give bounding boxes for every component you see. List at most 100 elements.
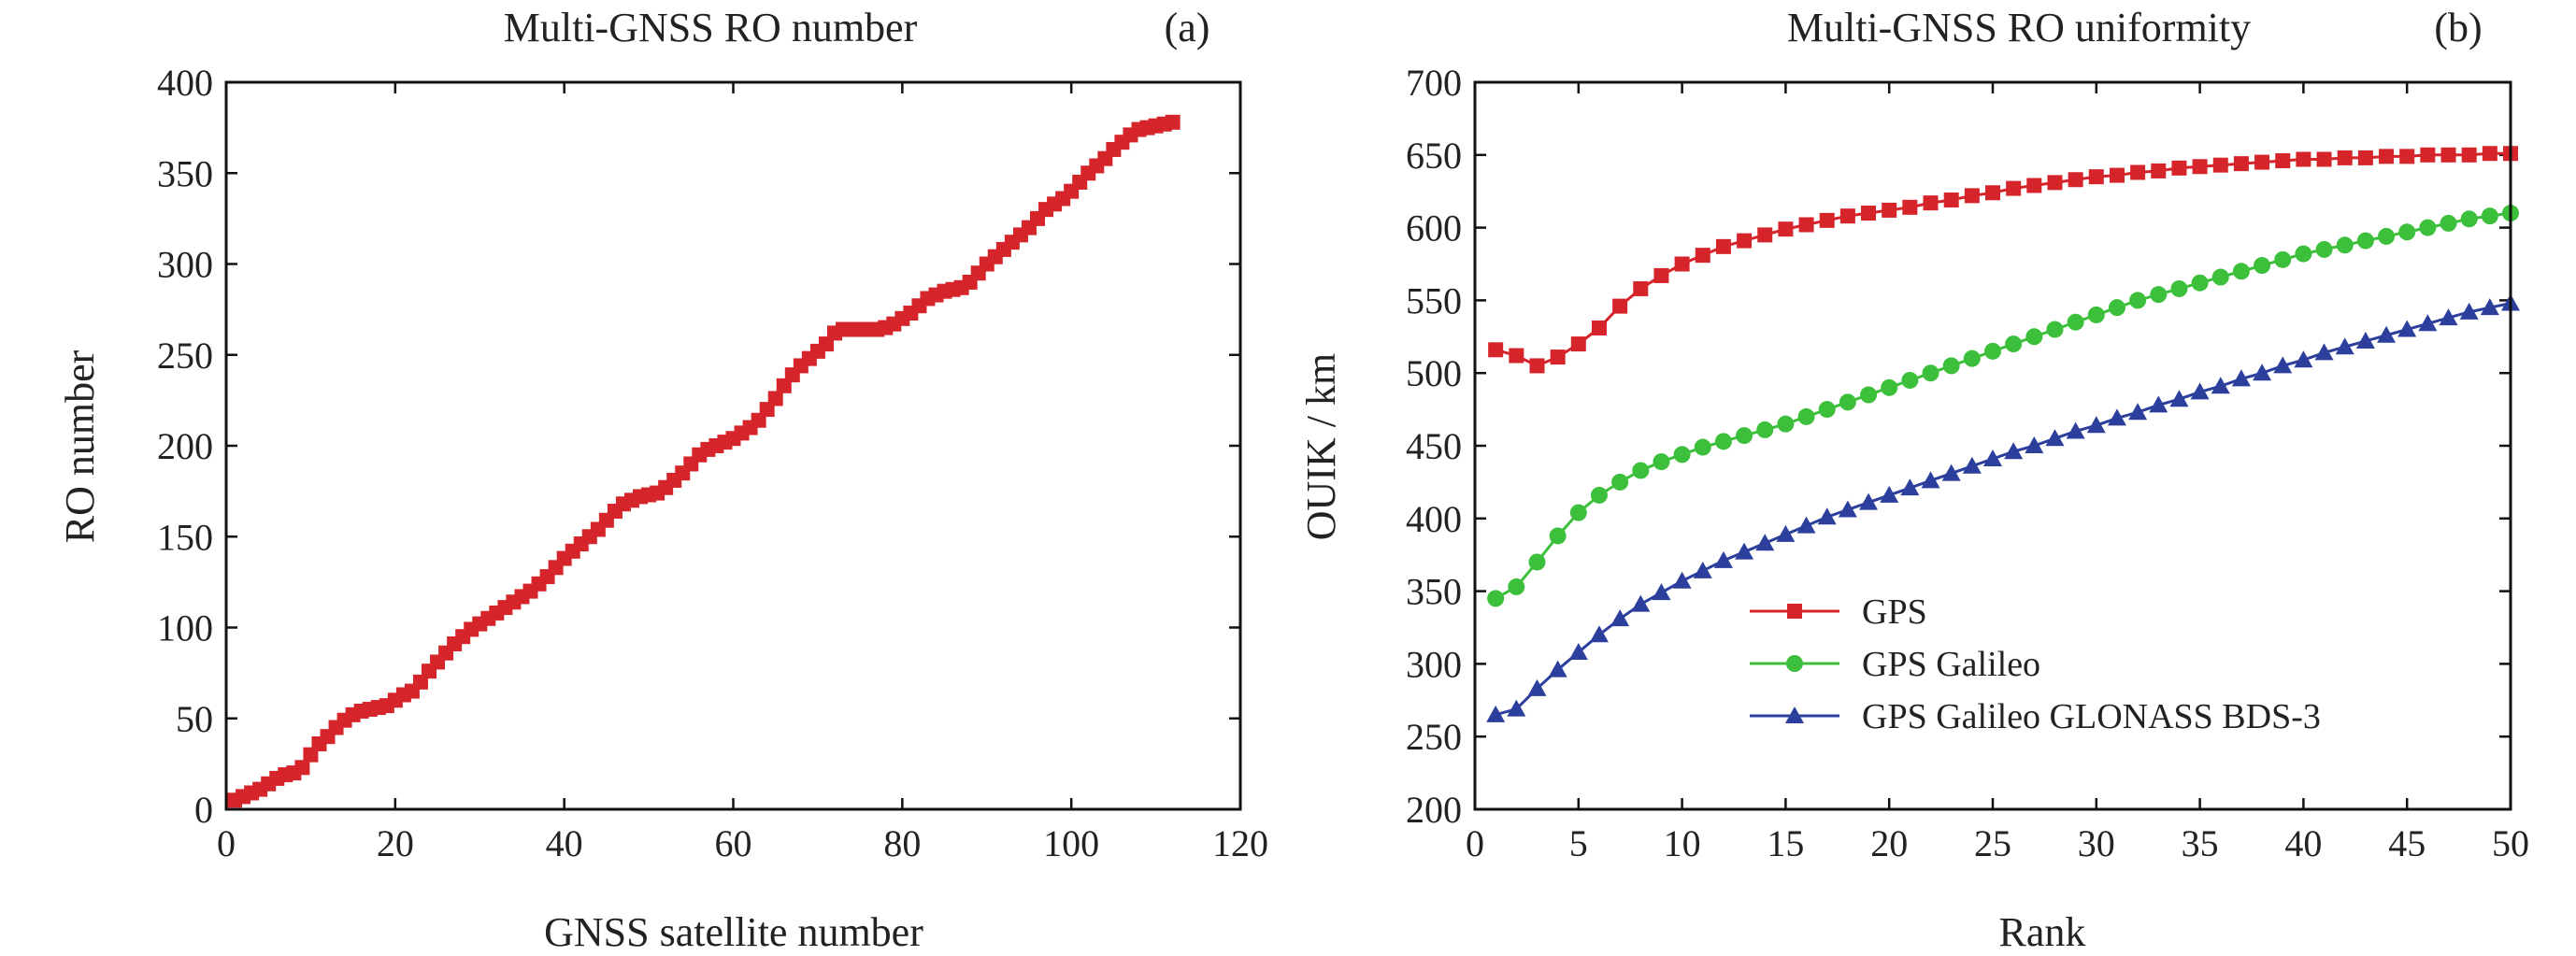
panel-a-ytick-label-7: 350 [157,152,213,194]
panel-b-series-0-point-0 [1488,342,1504,358]
panel-b-series-1-point-33 [2170,279,2188,297]
panel-b-series-0-point-22 [1943,193,1959,208]
panel-b-series-0-point-3 [1550,350,1566,365]
panel-b-xtick-label-0: 0 [1466,822,1484,864]
panel-a-xtick-label-1: 20 [377,822,414,864]
panel-b-series-1-point-14 [1777,415,1795,433]
panel-b-series-0-point-48 [2482,146,2497,162]
panel-b-series-1-point-17 [1839,393,1856,411]
panel-a-ytick-label-5: 250 [157,335,213,377]
panel-b-series-0-point-2 [1529,358,1545,374]
panel-b-series-2-point-11 [1713,550,1733,568]
panel-b-series-0-point-43 [2379,149,2395,164]
panel-b-series-2-point-23 [1962,456,1982,474]
panel-b-series-1-point-13 [1756,421,1774,438]
panel-b-series-2-point-3 [1548,660,1567,678]
panel-b-series-2-point-34 [2190,382,2210,400]
panel-b-series-1-point-22 [1942,357,1960,375]
panel-a-xlabel: GNSS satellite number [544,909,923,955]
panel-a-marks [227,114,1181,808]
panel-b-series-2-point-13 [1755,534,1775,551]
panel-b-series-2-point-22 [1941,464,1961,481]
panel-b-series-2-point-26 [2025,436,2044,453]
panel-b-ytick-label-7: 550 [1406,279,1462,321]
panel-b-xtick-label-3: 15 [1767,822,1804,864]
panel-b-series-2-point-39 [2294,350,2313,368]
panel-b-series-1-point-38 [2274,250,2292,268]
panel-b-series-0-point-38 [2275,153,2291,169]
panel-b-ticks: 0 5 10 15 20 25 30 35 40 45 50 200 250 300 350 400 450 50… [1406,62,2529,864]
panel-b-series-2-point-5 [1589,625,1609,643]
panel-b-series-1-point-25 [2005,335,2023,353]
panel-b-series-1-point-8 [1653,453,1670,471]
panel-b-series-2-point-28 [2066,421,2085,439]
legend-label-1: GPS Galileo [1862,645,2040,684]
panel-b-series-2-point-21 [1921,471,1940,489]
panel-b-series-2-point-44 [2397,320,2417,337]
panel-b-series-1-point-18 [1860,386,1878,404]
panel-b-series-2-point-41 [2335,337,2354,355]
panel-b-marks [1486,146,2520,722]
panel-a-ytick-label-1: 50 [176,698,213,740]
panel-b-series-2-point-46 [2439,308,2458,326]
panel-b-ytick-label-1: 250 [1406,716,1462,758]
panel-b-series-1-point-35 [2211,268,2229,286]
panel-b-series-2-point-0 [1486,705,1506,722]
panel-b-ytick-label-3: 350 [1406,571,1462,613]
panel-b-series-2-point-37 [2253,364,2272,381]
panel-b-series-1-point-44 [2398,223,2416,241]
panel-b-series-0-point-47 [2461,147,2477,163]
panel-b-series-1-point-43 [2378,227,2396,245]
panel-b-series-0-point-41 [2337,150,2353,165]
panel-b-series-2-point-48 [2480,298,2499,316]
panel-b-series-0-point-15 [1798,217,1814,233]
panel-b-series-2-point-19 [1880,485,1899,503]
panel-b-series-0-point-17 [1839,208,1855,224]
panel-b-label: (b) [2434,5,2482,50]
panel-b-series-0-point-19 [1882,202,1897,218]
panel-b-series-1-point-42 [2356,232,2374,250]
panel-a-ytick-label-2: 100 [157,607,213,649]
panel-b-xtick-label-4: 20 [1870,822,1908,864]
panel-b-series-0-point-13 [1757,227,1773,243]
panel-b-series-0-point-37 [2254,154,2270,170]
panel-b-series-2-point-33 [2169,390,2189,407]
panel-b-series-0-point-18 [1861,206,1877,221]
panel-b-series-0-point-20 [1902,199,1918,215]
panel-b-series-1-point-48 [2481,207,2498,225]
panel-a-ytick-label-0: 0 [194,789,213,831]
panel-b-series-2-point-45 [2418,314,2438,332]
panel-b-series-0-point-11 [1715,238,1731,254]
panel-b-series-1-point-1 [1508,578,1525,595]
panel-b-series-0-point-21 [1923,195,1939,211]
panel-b-series-1-point-11 [1714,433,1732,450]
panel-b-series-1-point-15 [1797,407,1815,425]
panel-b-series-2-point-36 [2231,369,2251,387]
panel-b-series-2-point-38 [2273,356,2293,374]
panel-a-xtick-label-3: 60 [715,822,752,864]
panel-b-xtick-label-6: 30 [2078,822,2115,864]
panel-b-xtick-label-1: 5 [1569,822,1588,864]
panel-b-series-0-point-7 [1633,280,1649,296]
panel-b-series-1-point-26 [2025,328,2043,346]
panel-a-xtick-label-4: 80 [883,822,921,864]
panel-b-series-2-point-25 [2004,442,2024,460]
panel-b-series-2-point-9 [1672,571,1692,589]
panel-b-series-2-point-43 [2377,325,2397,343]
panel-b-series-0-point-30 [2109,167,2125,183]
panel-b-series-1-point-3 [1549,527,1567,545]
panel-b-series-2-point-40 [2314,343,2334,361]
panel-b-series-2-point-4 [1568,642,1588,660]
panel-b-series-0-point-33 [2171,160,2187,176]
panel-b-series-0-point-25 [2006,180,2022,196]
panel-b-series-0-point-23 [1964,188,1980,204]
panel-b-title: Multi-GNSS RO uniformity [1787,5,2251,50]
panel-b-series-1-point-5 [1590,486,1608,504]
panel-b-series-2-point-42 [2355,331,2375,349]
panel-a-xtick-label-6: 120 [1212,822,1268,864]
legend-label-0: GPS [1862,592,1927,632]
panel-b-series-0-point-16 [1819,212,1835,228]
panel-b-frame [1473,80,2512,811]
panel-b-series-1-point-47 [2460,210,2478,228]
panel-b-series-0-point-31 [2130,164,2146,180]
